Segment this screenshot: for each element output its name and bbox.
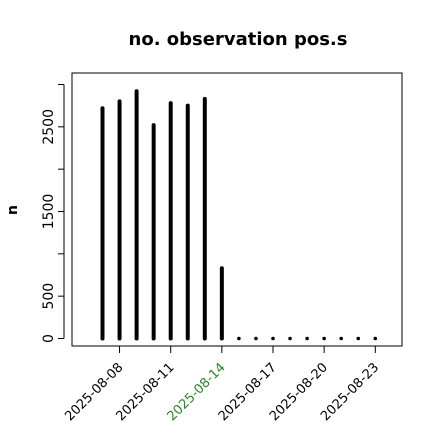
bar-zero-point (339, 336, 344, 341)
x-axis: 2025-08-082025-08-112025-08-142025-08-17… (62, 345, 382, 424)
y-tick-label: 0 (41, 334, 57, 343)
bar-zero-point (254, 336, 258, 341)
bar-zero-point (288, 336, 292, 341)
bar-zero-point (356, 336, 361, 341)
y-tick-label: 500 (41, 283, 57, 310)
bar-zero-point (305, 336, 309, 341)
bar-zero-point (237, 336, 241, 341)
y-axis: 0 500 1500 2500 (41, 83, 65, 343)
bar-zero-point (322, 336, 326, 341)
chart-title: no. observation pos.s (129, 29, 348, 50)
bar-series (100, 89, 378, 341)
y-tick-label: 1500 (41, 194, 57, 230)
bar-zero-point (271, 336, 275, 341)
bar-zero-point (373, 336, 378, 341)
y-tick-label: 2500 (41, 109, 57, 145)
y-axis-label: n (5, 205, 21, 215)
